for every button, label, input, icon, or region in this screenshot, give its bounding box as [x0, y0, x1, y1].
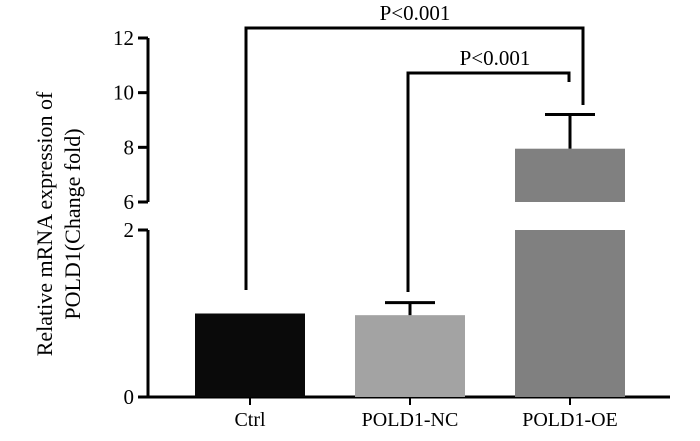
significance-bracket	[244, 26, 585, 290]
y-axis-label-line1: Relative mRNA expression of	[32, 91, 57, 356]
x-tick-label: POLD1-NC	[362, 409, 459, 431]
y-tick-label: 8	[124, 135, 135, 159]
x-tick-label: POLD1-OE	[522, 409, 618, 431]
x-tick-label: Ctrl	[234, 409, 266, 431]
y-tick-label: 2	[124, 218, 135, 242]
y-tick-label: 0	[124, 385, 135, 409]
y-tick-label: 12	[113, 26, 134, 50]
y-axis-label-line2: POLD1(Change fold)	[60, 128, 85, 319]
bar-pold1-oe-lower	[515, 230, 625, 397]
significance-label-nc-vs-oe: P<0.001	[460, 46, 531, 70]
bar-pold1-nc	[355, 315, 465, 397]
significance-bracket	[406, 71, 571, 292]
significance-label-ctrl-vs-oe: P<0.001	[380, 1, 451, 25]
bar-ctrl	[195, 313, 305, 397]
y-tick-label: 10	[113, 81, 134, 105]
y-tick-label: 6	[124, 190, 135, 214]
bar-pold1-oe-upper	[515, 148, 625, 202]
